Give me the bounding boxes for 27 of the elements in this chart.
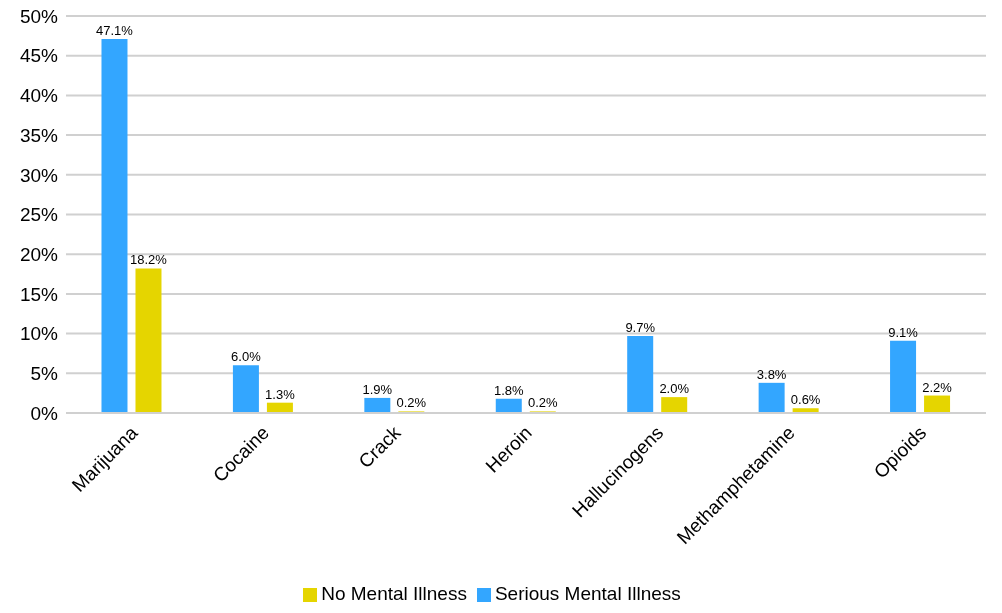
data-label: 0.2%	[396, 395, 427, 411]
y-tick-label: 50%	[19, 5, 59, 27]
y-tick-label: 20%	[19, 243, 59, 265]
y-tick-label: 10%	[19, 323, 59, 345]
data-label: 1.9%	[362, 381, 393, 397]
data-label: 9.1%	[888, 324, 919, 340]
data-label: 47.1%	[96, 23, 134, 39]
data-label: 3.8%	[756, 366, 787, 382]
y-tick-label: 35%	[19, 124, 59, 146]
data-label: 2.2%	[922, 379, 953, 395]
y-tick-label: 45%	[19, 45, 59, 67]
y-tick-label: 30%	[19, 164, 59, 186]
data-label: 1.8%	[493, 382, 525, 398]
y-tick-label: 40%	[19, 85, 59, 107]
data-label: 1.3%	[265, 386, 296, 402]
legend-label: No Mental Illness	[321, 583, 467, 604]
y-tick-label: 5%	[30, 363, 59, 385]
y-tick-label: 25%	[19, 204, 59, 226]
y-tick-label: 15%	[19, 283, 59, 305]
data-label: 2.0%	[659, 381, 690, 397]
data-label: 18.2%	[130, 252, 168, 268]
data-label: 9.7%	[625, 319, 656, 335]
data-label: 0.2%	[527, 395, 559, 411]
y-tick-label: 0%	[30, 402, 59, 424]
legend-label: Serious Mental Illness	[494, 583, 681, 604]
data-label: 6.0%	[231, 349, 262, 365]
data-label: 0.6%	[790, 392, 821, 408]
